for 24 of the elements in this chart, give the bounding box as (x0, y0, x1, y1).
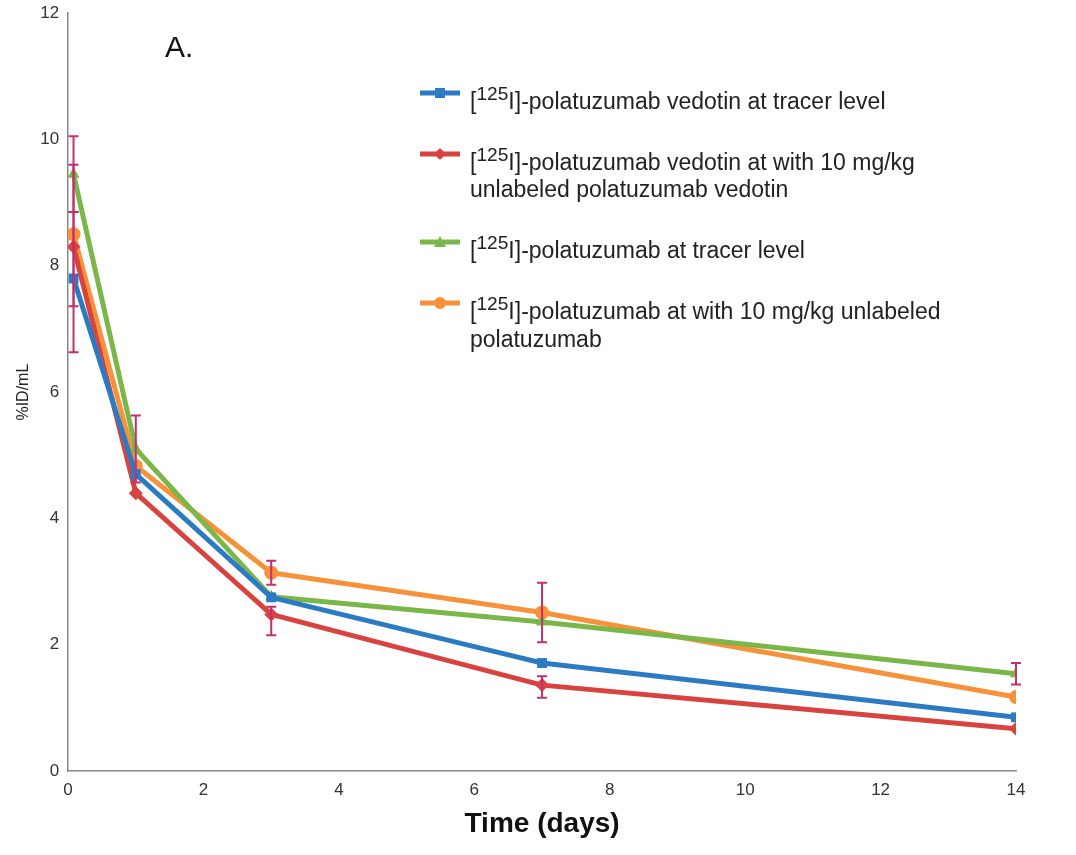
y-tick-label: 12 (40, 2, 60, 22)
x-tick-label: 12 (871, 779, 891, 799)
legend-label: [$^{125}$I]-polatuzumab vedotin at tracer level (470, 82, 886, 115)
y-tick-label: 6 (49, 381, 60, 401)
x-tick-label: 10 (735, 779, 755, 799)
x-tick-label: 0 (63, 779, 73, 799)
x-tick-label: 8 (605, 779, 615, 799)
x-tick-label: 6 (469, 779, 480, 799)
y-axis-title: %ID/mL (14, 363, 32, 421)
x-tick-label: 4 (334, 779, 344, 799)
x-tick-label: 14 (1006, 779, 1026, 799)
x-tick-label: 2 (198, 779, 209, 799)
legend-label: [$^{125}$I]-polatuzumab at with 10 mg/kg unlabeled polatuzumab (470, 291, 942, 353)
y-tick-label: 0 (49, 760, 60, 780)
y-tick-label: 4 (49, 508, 60, 528)
x-axis-title: Time (days) (464, 806, 620, 838)
annotation: A. (165, 30, 194, 64)
legend-label: [$^{125}$I]-polatuzumab at tracer level (470, 231, 805, 264)
point (537, 658, 547, 668)
point (128, 486, 143, 501)
y-tick-label: 8 (49, 255, 60, 275)
y-tick-label: 10 (40, 129, 60, 149)
legend-label: [$^{125}$I]-polatuzumab vedotin at with 10 mg/kg unlabeled polatuzumab vedotin (470, 142, 916, 204)
y-tick-label: 2 (49, 634, 60, 654)
